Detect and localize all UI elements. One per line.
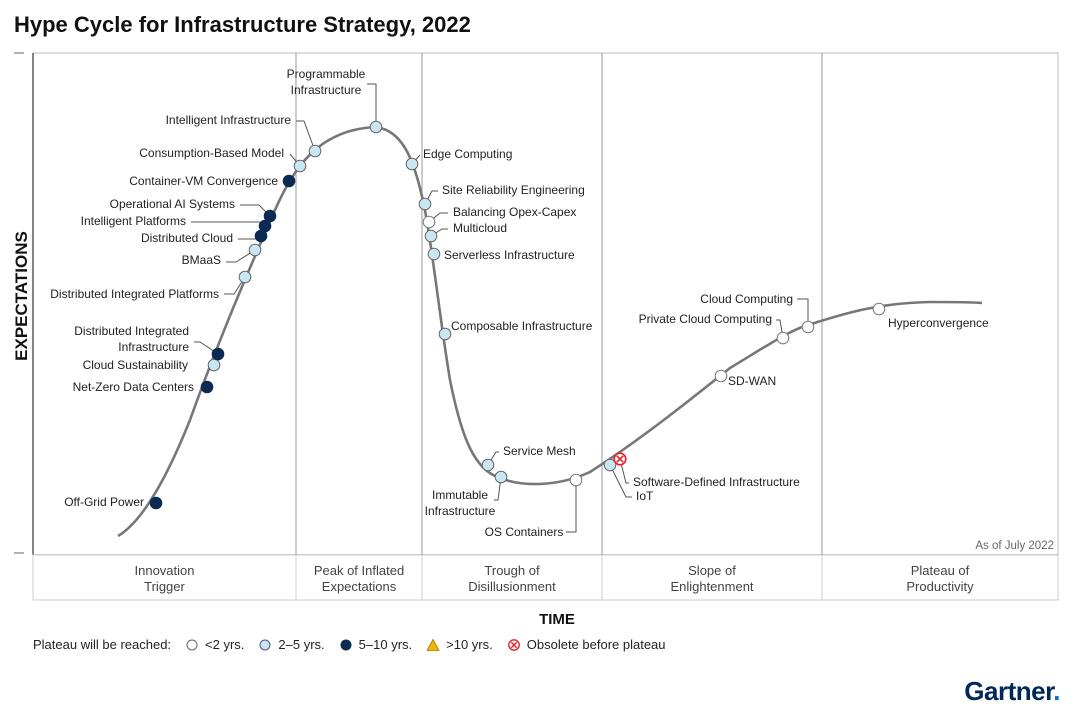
phase-label: Innovation Trigger <box>135 563 195 594</box>
brand-dot: . <box>1053 676 1060 706</box>
phase-label: Trough of Disillusionment <box>468 563 556 594</box>
label-distributed-integrated-infrastructure: Distributed Integrated Infrastructure <box>74 324 189 354</box>
marker-net-zero-data-centers <box>200 380 214 394</box>
leader-immutable-infrastructure <box>494 476 502 501</box>
y-axis-label: EXPECTATIONS <box>12 231 31 361</box>
marker-operational-ai-systems <box>263 209 277 223</box>
leader-intelligent-infrastructure <box>296 120 316 152</box>
label-off-grid-power: Off-Grid Power <box>64 495 144 509</box>
marker-site-reliability-engineering <box>418 197 432 211</box>
legend-label-2-5: 2–5 yrs. <box>278 637 325 652</box>
x-axis-label: TIME <box>539 611 575 628</box>
marker-balancing-opex-capex <box>422 215 436 229</box>
chart-title: Hype Cycle for Infrastructure Strategy, … <box>14 12 471 37</box>
marker-immutable-infrastructure <box>494 470 508 484</box>
leader-bmaas <box>226 249 256 263</box>
legend-label-obsolete: Obsolete before plateau <box>526 637 666 652</box>
marker-private-cloud-computing <box>776 331 790 345</box>
leader-distributed-integrated-platforms <box>224 276 246 295</box>
marker-os-containers <box>569 473 583 487</box>
label-edge-computing: Edge Computing <box>423 147 512 161</box>
marker-distributed-integrated-infrastructure <box>211 347 225 361</box>
label-consumption-based-model: Consumption-Based Model <box>139 146 284 160</box>
marker-off-grid-power <box>149 496 163 510</box>
legend-item-lt2: <2 yrs. <box>185 637 244 652</box>
gartner-logo: Gartner. <box>964 676 1060 707</box>
marker-multicloud <box>424 229 438 243</box>
label-service-mesh: Service Mesh <box>503 444 576 458</box>
marker-intelligent-platforms <box>258 219 272 233</box>
label-cloud-computing: Cloud Computing <box>700 292 793 306</box>
marker-iot <box>603 458 617 472</box>
phase-band <box>32 554 1059 601</box>
leader-iot <box>609 464 632 498</box>
label-software-defined-infrastructure: Software-Defined Infrastructure <box>633 475 800 489</box>
legend-item-gt10: >10 yrs. <box>426 637 493 652</box>
marker-distributed-integrated-platforms <box>238 270 252 284</box>
label-net-zero-data-centers: Net-Zero Data Centers <box>73 380 194 394</box>
label-intelligent-infrastructure: Intelligent Infrastructure <box>166 113 292 127</box>
label-hyperconvergence: Hyperconvergence <box>888 316 989 330</box>
label-multicloud: Multicloud <box>453 221 507 235</box>
phase-label: Peak of Inflated Expectations <box>314 563 404 594</box>
legend-label-5-10: 5–10 yrs. <box>358 637 413 652</box>
leader-programmable-infrastructure <box>367 83 377 127</box>
marker-bmaas <box>248 243 262 257</box>
label-intelligent-platforms: Intelligent Platforms <box>81 214 186 228</box>
marker-cloud-computing <box>801 320 815 334</box>
leader-distributed-integrated-infrastructure <box>194 341 219 355</box>
light-blue-circle-icon <box>259 639 271 650</box>
label-balancing-opex-capex: Balancing Opex-Capex <box>453 205 576 219</box>
yellow-triangle-icon <box>426 638 440 651</box>
marker-sd-wan <box>714 369 728 383</box>
open-circle-icon <box>186 639 198 650</box>
label-serverless-infrastructure: Serverless Infrastructure <box>444 248 575 262</box>
marker-composable-infrastructure <box>438 327 452 341</box>
label-cloud-sustainability: Cloud Sustainability <box>83 358 188 372</box>
leader-cloud-computing <box>797 298 809 327</box>
legend-item-2-5: 2–5 yrs. <box>258 637 325 652</box>
legend-item-5-10: 5–10 yrs. <box>339 637 412 652</box>
marker-edge-computing <box>405 157 419 171</box>
marker-consumption-based-model <box>293 159 307 173</box>
label-sd-wan: SD-WAN <box>728 374 776 388</box>
marker-service-mesh <box>481 458 495 472</box>
legend-label-lt2: <2 yrs. <box>205 637 245 652</box>
as-of-label: As of July 2022 <box>975 540 1054 552</box>
label-site-reliability-engineering: Site Reliability Engineering <box>442 183 585 197</box>
marker-container-vm-convergence <box>282 174 296 188</box>
navy-circle-icon <box>340 639 352 650</box>
label-container-vm-convergence: Container-VM Convergence <box>129 174 278 188</box>
legend-title: Plateau will be reached: <box>33 637 172 652</box>
label-distributed-integrated-platforms: Distributed Integrated Platforms <box>50 287 219 301</box>
label-composable-infrastructure: Composable Infrastructure <box>451 319 593 333</box>
marker-hyperconvergence <box>872 302 886 316</box>
label-os-containers: OS Containers <box>485 525 564 539</box>
label-operational-ai-systems: Operational AI Systems <box>110 197 235 211</box>
legend-item-obsolete: Obsolete before plateau <box>507 637 666 652</box>
marker-software-defined-infrastructure <box>613 452 627 466</box>
marker-programmable-infrastructure <box>369 120 383 134</box>
leader-software-defined-infrastructure <box>619 458 629 484</box>
label-bmaas: BMaaS <box>182 253 221 267</box>
leader-intelligent-platforms <box>191 221 266 227</box>
marker-serverless-infrastructure <box>427 247 441 261</box>
leader-os-containers <box>566 480 577 533</box>
label-iot: IoT <box>636 489 654 503</box>
marker-intelligent-infrastructure <box>308 144 322 158</box>
phase-label: Plateau of Productivity <box>906 563 974 594</box>
red-x-circle-icon <box>507 638 520 651</box>
brand-name: Gartner <box>964 676 1054 706</box>
legend: Plateau will be reached: <2 yrs. 2–5 yrs… <box>33 637 680 652</box>
label-private-cloud-computing: Private Cloud Computing <box>639 312 772 326</box>
legend-label-gt10: >10 yrs. <box>446 637 493 652</box>
label-programmable-infrastructure: Programmable Infrastructure <box>287 67 366 97</box>
phase-label: Slope of Enlightenment <box>670 563 753 594</box>
marker-cloud-sustainability <box>207 358 221 372</box>
label-immutable-infrastructure: Immutable Infrastructure <box>425 488 496 518</box>
label-distributed-cloud: Distributed Cloud <box>141 231 233 245</box>
